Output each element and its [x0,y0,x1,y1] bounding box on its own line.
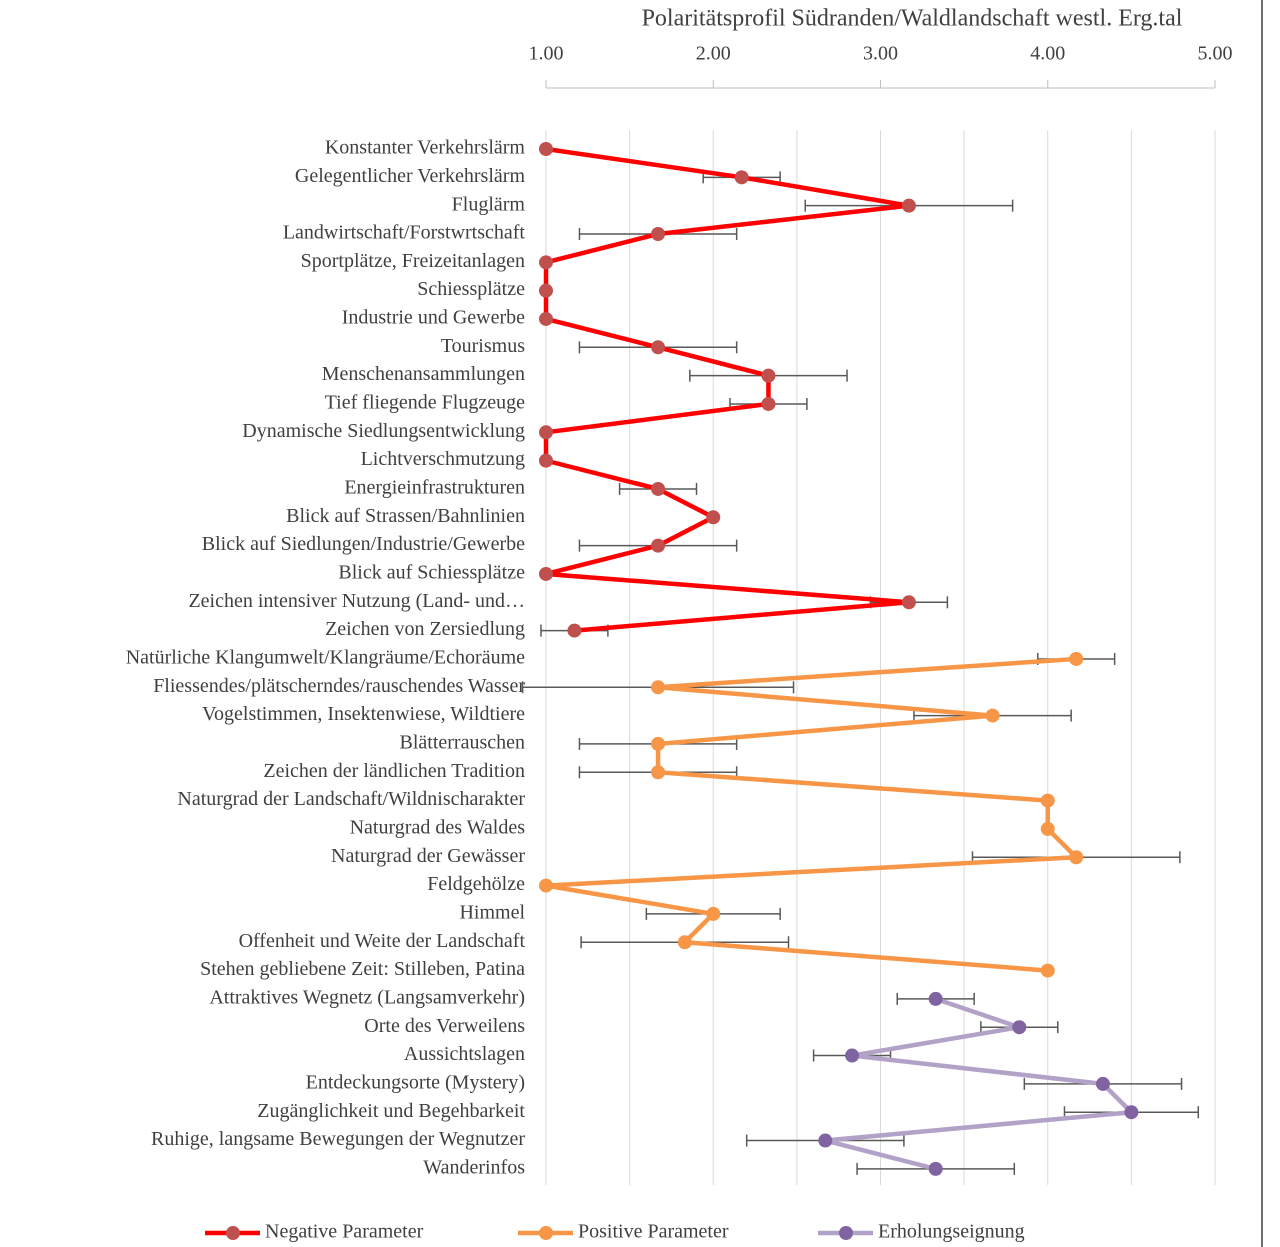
data-point [734,170,749,185]
y-category-label: Offenheit und Weite der Landschaft [239,930,526,952]
data-point [1040,963,1055,978]
data-point [901,198,916,213]
data-point [651,765,666,780]
x-tick-label: 4.00 [1030,43,1065,65]
data-point [845,1048,860,1063]
data-point [1012,1020,1027,1035]
y-category-label: Industrie und Gewerbe [342,307,525,329]
y-category-label: Gelegentlicher Verkehrslärm [295,165,526,187]
data-point [1069,850,1084,865]
data-point [761,396,776,411]
y-category-label: Zeichen der ländlichen Tradition [263,760,525,782]
series-line [543,146,912,633]
y-category-label: Schiessplätze [417,278,525,300]
y-category-label: Vogelstimmen, Insektenwiese, Wildtiere [202,703,525,725]
data-point [539,566,553,581]
y-category-label: Blick auf Schiessplätze [338,562,525,584]
legend-label: Negative Parameter [265,1221,424,1243]
y-category-label: Lichtverschmutzung [361,448,525,470]
x-tick-label: 5.00 [1198,43,1233,65]
data-point [651,340,666,355]
y-category-label: Naturgrad der Landschaft/Wildnischarakte… [177,788,525,810]
y-category-label: Zugänglichkeit und Begehbarkeit [257,1100,525,1122]
y-category-label: Zeichen intensiver Nutzung (Land- und… [188,590,525,612]
y-category-label: Menschenansammlungen [322,363,525,385]
data-point [539,425,553,440]
y-category-label: Fluglärm [452,193,526,215]
data-point [985,708,1000,723]
y-category-label: Himmel [459,902,525,924]
y-category-label: Wanderinfos [423,1156,525,1178]
data-point [539,142,553,156]
data-point [539,255,553,270]
y-category-label: Sportplätze, Freizeitanlagen [301,250,525,272]
series-line [823,996,1134,1172]
data-point [761,368,776,383]
legend-label: Erholungseignung [878,1221,1025,1243]
y-category-label: Tief fliegende Flugzeuge [325,392,525,414]
y-category-label: Blick auf Strassen/Bahnlinien [286,505,525,527]
y-category-label: Stehen gebliebene Zeit: Stilleben, Patin… [200,958,525,980]
y-category-label: Landwirtschaft/Forstwrtschaft [283,222,526,244]
data-point [928,1161,943,1176]
data-point [928,991,943,1006]
series-line [543,656,1079,973]
y-category-label: Attraktives Wegnetz (Langsamverkehr) [209,986,525,1008]
data-point [677,935,692,950]
y-category-label: Feldgehölze [427,873,525,895]
y-category-label: Aussichtslagen [404,1043,525,1065]
data-point [1040,793,1055,808]
data-point [1124,1105,1139,1120]
x-tick-label: 1.00 [529,43,564,65]
y-category-label: Entdeckungsorte (Mystery) [306,1071,525,1093]
y-category-label: Orte des Verweilens [364,1015,525,1037]
y-category-label: Blätterrauschen [400,732,526,754]
data-point [818,1133,833,1148]
data-point [901,595,916,610]
data-point [539,283,553,298]
data-point [1040,821,1055,836]
data-point [539,878,553,893]
y-category-label: Natürliche Klangumwelt/Klangräume/Echorä… [126,647,525,669]
data-point [539,453,553,468]
y-category-label: Naturgrad des Waldes [350,817,526,839]
legend-marker [839,1226,853,1240]
y-category-label: Fliessendes/plätscherndes/rauschendes Wa… [153,675,525,697]
data-point [706,906,721,921]
data-point [1095,1076,1110,1091]
y-category-label: Konstanter Verkehrslärm [325,137,526,159]
y-category-label: Zeichen von Zersiedlung [325,618,525,640]
legend-marker [226,1226,240,1240]
x-tick-label: 2.00 [696,43,731,65]
data-point [651,538,666,553]
y-category-label: Blick auf Siedlungen/Industrie/Gewerbe [202,533,525,555]
y-category-label: Dynamische Siedlungsentwicklung [242,420,525,442]
chart-title: Polaritätsprofil Südranden/Waldlandschaf… [642,6,1183,32]
data-point [1069,651,1084,666]
x-tick-label: 3.00 [863,43,898,65]
data-point [651,481,666,496]
data-point [651,226,666,241]
legend-marker [539,1226,553,1240]
y-category-label: Tourismus [441,335,525,357]
data-point [567,623,582,638]
data-point [539,311,553,326]
data-point [651,736,666,751]
y-category-label: Energieinfrastrukturen [344,477,525,499]
data-point [706,510,721,525]
legend-label: Positive Parameter [578,1221,729,1243]
y-category-label: Naturgrad der Gewässer [331,845,525,867]
data-point [651,680,666,695]
y-category-label: Ruhige, langsame Bewegungen der Wegnutze… [151,1128,525,1150]
